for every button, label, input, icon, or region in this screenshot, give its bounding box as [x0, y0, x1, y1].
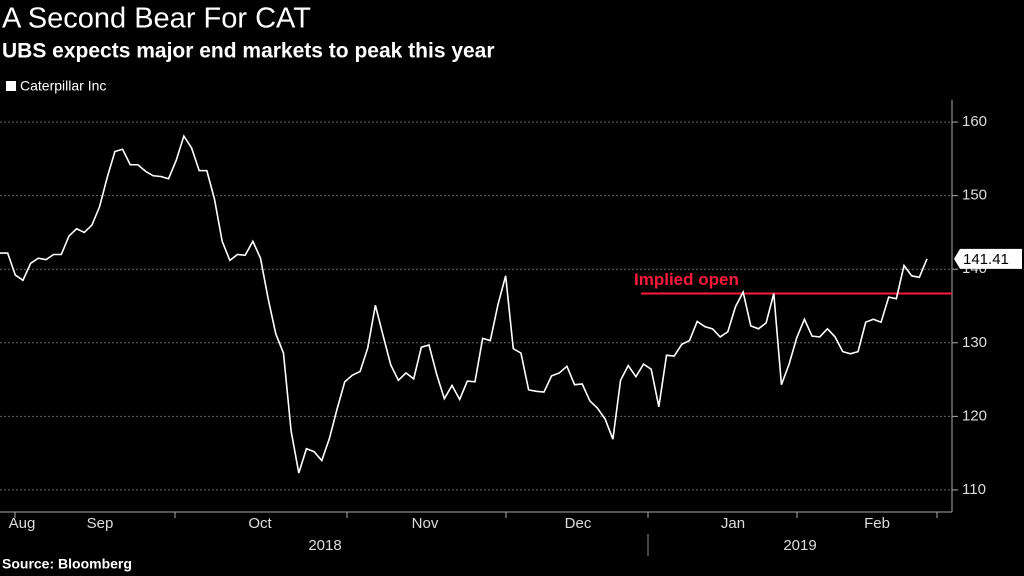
source: Source: Bloomberg: [2, 556, 132, 572]
last-value-box: [954, 248, 1022, 269]
y-tick-label: 110: [962, 481, 986, 498]
x-tick-label: Jan: [721, 515, 745, 532]
y-tick-label: 130: [962, 334, 987, 351]
chart-title: A Second Bear For CAT: [2, 3, 311, 35]
x-tick-label: Dec: [565, 515, 592, 532]
chart-subtitle: UBS expects major end markets to peak th…: [2, 40, 495, 63]
x-tick-label: Feb: [864, 515, 890, 532]
x-tick-label: Sep: [87, 515, 114, 532]
y-tick-label: 150: [962, 187, 987, 204]
legend-label: Caterpillar Inc: [20, 78, 106, 94]
x-tick-label: Nov: [412, 515, 439, 532]
x-tick-label: Oct: [248, 515, 272, 532]
y-tick-label: 160: [962, 113, 987, 130]
year-label: 2018: [308, 537, 341, 554]
y-tick-label: 120: [962, 407, 987, 424]
annotation-label: Implied open: [634, 270, 739, 289]
x-tick-label: Aug: [9, 515, 36, 532]
legend-swatch: [6, 81, 16, 91]
last-value-label: 141.41: [963, 251, 1009, 268]
year-label: 2019: [783, 537, 816, 554]
line: [0, 134, 928, 474]
